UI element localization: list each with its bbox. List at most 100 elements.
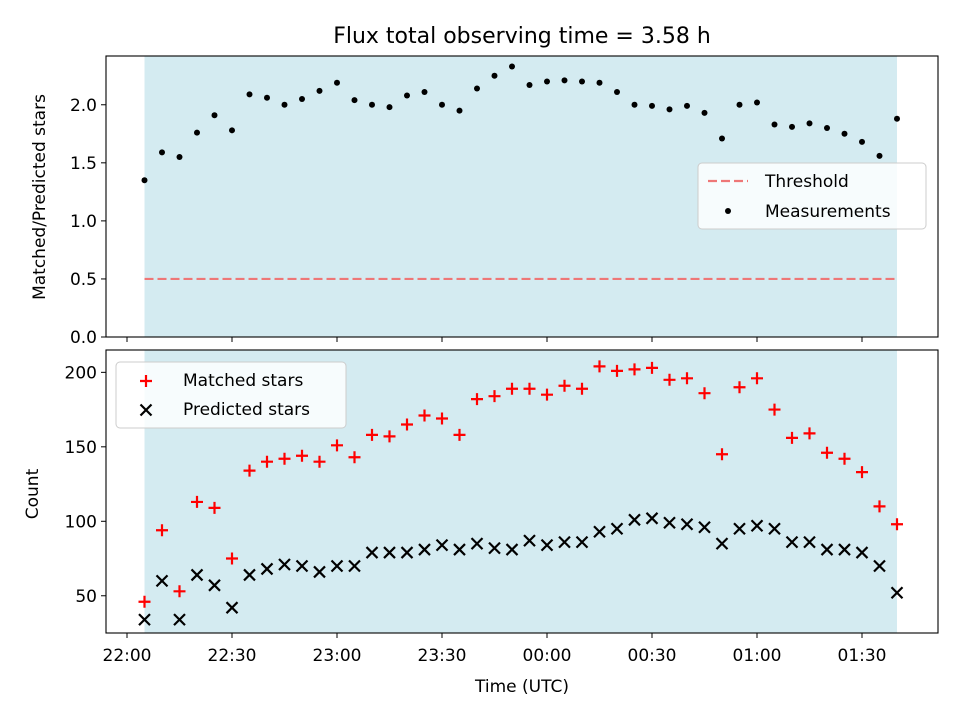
matched-star-point: [296, 449, 308, 462]
measurement-point: [544, 78, 550, 85]
matched-star-point: [191, 495, 203, 508]
measurement-point: [334, 79, 340, 86]
predicted-star-point: [698, 520, 711, 534]
matched-star-point: [488, 390, 501, 403]
predicted-star-point: [365, 546, 379, 559]
predicted-star-point: [663, 516, 676, 530]
x-axis-label: Time (UTC): [474, 677, 569, 697]
measurement-point: [824, 124, 830, 131]
measurement-point: [386, 104, 393, 111]
measurement-point: [474, 85, 480, 92]
y-tick-label: 200: [65, 363, 97, 383]
legend-measurements-swatch: [725, 208, 731, 214]
predicted-star-point: [173, 613, 186, 626]
matched-star-point: [856, 466, 868, 479]
predicted-star-point: [645, 512, 659, 525]
x-tick-label: 00:00: [523, 646, 572, 666]
measurement-point: [281, 101, 288, 108]
matched-star-point: [401, 418, 413, 431]
predicted-star-point: [400, 546, 414, 559]
matched-star-point: [803, 427, 816, 440]
predicted-star-point: [208, 579, 221, 592]
measurement-point: [771, 121, 778, 128]
matched-star-point: [331, 439, 343, 452]
y-tick-label: 150: [65, 438, 97, 458]
measurement-point: [194, 129, 200, 136]
matched-star-point: [226, 552, 238, 565]
predicted-star-point: [733, 522, 746, 536]
top-axes-frame: [105, 55, 939, 338]
matched-star-point: [313, 455, 326, 468]
matched-star-point: [558, 379, 571, 392]
predicted-star-point: [453, 543, 466, 556]
matched-star-point: [821, 446, 833, 459]
matched-star-point: [698, 387, 711, 400]
matched-star-point: [576, 382, 588, 395]
matched-star-point: [838, 452, 851, 465]
measurement-point: [526, 82, 533, 89]
chart-title: Flux total observing time = 3.58 h: [333, 24, 711, 49]
legend-box: [115, 361, 347, 429]
legend-box: [697, 162, 927, 230]
x-tick-label: 22:30: [208, 646, 257, 666]
matched-star-point: [733, 381, 746, 394]
measurement-point: [351, 97, 358, 104]
matched-star-point: [786, 431, 798, 444]
y-tick-label: 1.0: [70, 212, 97, 232]
measurement-point: [579, 78, 585, 85]
measurement-point: [421, 88, 428, 95]
measurement-point: [649, 102, 655, 109]
predicted-star-point: [418, 543, 431, 556]
matched-star-point: [436, 412, 448, 425]
predicted-star-point: [295, 559, 309, 573]
x-tick-label: 01:30: [838, 646, 887, 666]
predicted-star-point: [680, 517, 694, 531]
x-tick-label: 23:30: [418, 646, 467, 666]
y-axis-label: Count: [23, 468, 43, 519]
measurement-point: [754, 99, 760, 106]
predicted-star-point: [225, 601, 239, 614]
measurement-point: [684, 102, 690, 109]
predicted-star-point: [628, 513, 641, 527]
predicted-star-point: [505, 543, 519, 556]
measurement-point: [229, 127, 235, 134]
y-tick-label: 50: [75, 587, 97, 607]
matched-star-point: [278, 452, 291, 465]
bottom-panel: 50 100 150 200 22:00 22:30 23:00 23:30 00:00 00:3…: [23, 349, 939, 697]
predicted-star-point: [190, 568, 204, 582]
matched-star-point: [646, 361, 658, 374]
matched-star-point: [541, 388, 553, 401]
measurement-point: [876, 152, 883, 159]
matched-star-point: [418, 409, 431, 422]
predicted-star-point: [715, 537, 729, 550]
measurement-point: [806, 120, 813, 127]
matched-star-point: [716, 448, 728, 461]
measurement-point: [456, 107, 463, 114]
measurement-point: [211, 112, 218, 119]
predicted-star-point: [593, 525, 606, 538]
matched-star-point: [628, 363, 641, 376]
measurement-point: [894, 115, 900, 122]
predicted-star-point: [243, 568, 256, 582]
measurement-point: [509, 63, 515, 70]
matched-star-point: [173, 585, 186, 598]
x-tick-label: 01:00: [733, 646, 782, 666]
predicted-star-point: [330, 559, 344, 573]
predicted-star-point: [383, 546, 396, 559]
matched-star-point: [156, 524, 168, 537]
measurement-point: [404, 92, 410, 99]
measurement-point: [631, 101, 638, 108]
matched-star-point: [348, 451, 361, 464]
measurement-point: [596, 79, 603, 86]
predicted-star-point: [348, 559, 361, 573]
y-axis-label: Matched/Predicted stars: [30, 94, 50, 300]
matched-star-point: [243, 464, 256, 477]
predicted-star-point: [838, 543, 851, 556]
predicted-star-point: [890, 586, 904, 600]
predicted-star-point: [313, 565, 326, 579]
predicted-star-point: [260, 562, 274, 576]
measurement-point: [439, 101, 445, 108]
y-tick-label: 1.5: [70, 154, 97, 174]
matched-star-point: [471, 393, 483, 406]
matched-star-point: [663, 373, 676, 386]
